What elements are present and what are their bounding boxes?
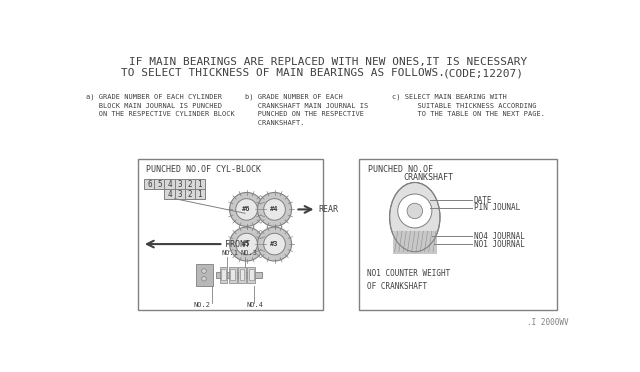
Text: (CODE;12207): (CODE;12207): [442, 68, 524, 78]
Bar: [230, 269, 235, 280]
Text: FRONT: FRONT: [225, 240, 250, 248]
Text: 1: 1: [197, 189, 202, 199]
Circle shape: [407, 203, 422, 219]
Text: NO.2: NO.2: [194, 302, 211, 308]
Bar: [138, 159, 323, 310]
Text: IF MAIN BEARINGS ARE REPLACED WITH NEW ONES,IT IS NECESSARY: IF MAIN BEARINGS ARE REPLACED WITH NEW O…: [129, 57, 527, 67]
Bar: [249, 269, 253, 280]
Bar: [256, 192, 265, 261]
Text: 4: 4: [167, 189, 172, 199]
Bar: [196, 264, 213, 286]
Circle shape: [236, 233, 257, 255]
Text: #4: #4: [270, 206, 279, 212]
Text: NO1 COUNTER WEIGHT
OF CRANKSHAFT: NO1 COUNTER WEIGHT OF CRANKSHAFT: [367, 269, 450, 291]
Bar: [229, 267, 237, 283]
Bar: [175, 179, 184, 189]
Text: TO SELECT THICKNESS OF MAIN BEARINGS AS FOLLOWS.: TO SELECT THICKNESS OF MAIN BEARINGS AS …: [121, 68, 445, 78]
Text: PIN JOUNAL: PIN JOUNAL: [474, 203, 520, 212]
Circle shape: [257, 192, 292, 226]
Bar: [195, 179, 205, 189]
Text: b) GRADE NUMBER OF EACH
   CRANKSHAFT MAIN JOURNAL IS
   PUNCHED ON THE RESPECTI: b) GRADE NUMBER OF EACH CRANKSHAFT MAIN …: [245, 94, 369, 126]
Circle shape: [202, 269, 206, 273]
Circle shape: [397, 194, 432, 228]
Bar: [184, 189, 195, 199]
Bar: [238, 267, 246, 283]
Text: #5: #5: [243, 241, 251, 247]
Bar: [221, 269, 226, 280]
Circle shape: [264, 233, 285, 255]
Bar: [175, 189, 184, 199]
Text: 1: 1: [197, 180, 202, 189]
Text: NO.3: NO.3: [241, 250, 257, 256]
Text: NO.4: NO.4: [246, 302, 264, 308]
Text: NO1 JOURNAL: NO1 JOURNAL: [474, 240, 525, 248]
Text: #3: #3: [270, 241, 279, 247]
Text: DATE: DATE: [474, 196, 492, 205]
Bar: [359, 159, 557, 310]
Text: NO.1: NO.1: [222, 250, 239, 256]
Text: PUNCHED NO.OF: PUNCHED NO.OF: [368, 165, 433, 174]
Circle shape: [236, 199, 257, 220]
Text: NO4 JOURNAL: NO4 JOURNAL: [474, 232, 525, 241]
Text: PUNCHED NO.OF CYL-BLOCK: PUNCHED NO.OF CYL-BLOCK: [146, 165, 261, 174]
Text: 2: 2: [188, 189, 192, 199]
Bar: [164, 179, 175, 189]
Text: 3: 3: [177, 180, 182, 189]
Text: 2: 2: [188, 180, 192, 189]
Text: c) SELECT MAIN BEARING WITH
      SUITABLE THICKNESS ACCORDING
      TO THE TABL: c) SELECT MAIN BEARING WITH SUITABLE THI…: [392, 94, 545, 118]
Circle shape: [257, 227, 292, 261]
Bar: [393, 231, 436, 254]
Text: 3: 3: [177, 189, 182, 199]
Bar: [195, 189, 205, 199]
Text: 4: 4: [167, 180, 172, 189]
Bar: [248, 267, 255, 283]
Bar: [154, 179, 164, 189]
Text: CRANKSHAFT: CRANKSHAFT: [404, 173, 454, 182]
Text: REAR: REAR: [319, 205, 339, 214]
Bar: [239, 269, 244, 280]
Circle shape: [230, 192, 264, 226]
Bar: [184, 179, 195, 189]
Text: 6: 6: [147, 180, 152, 189]
Bar: [145, 179, 154, 189]
Text: .I 2000WV: .I 2000WV: [527, 318, 568, 327]
Circle shape: [202, 276, 206, 281]
Bar: [216, 272, 262, 278]
Bar: [164, 189, 175, 199]
Bar: [220, 267, 227, 283]
Text: #6: #6: [243, 206, 251, 212]
Circle shape: [264, 199, 285, 220]
Text: a) GRADE NUMBER OF EACH CYLINDER
   BLOCK MAIN JOURNAL IS PUNCHED
   ON THE RESP: a) GRADE NUMBER OF EACH CYLINDER BLOCK M…: [86, 94, 235, 118]
Circle shape: [230, 227, 264, 261]
Ellipse shape: [390, 183, 440, 252]
Text: 5: 5: [157, 180, 162, 189]
